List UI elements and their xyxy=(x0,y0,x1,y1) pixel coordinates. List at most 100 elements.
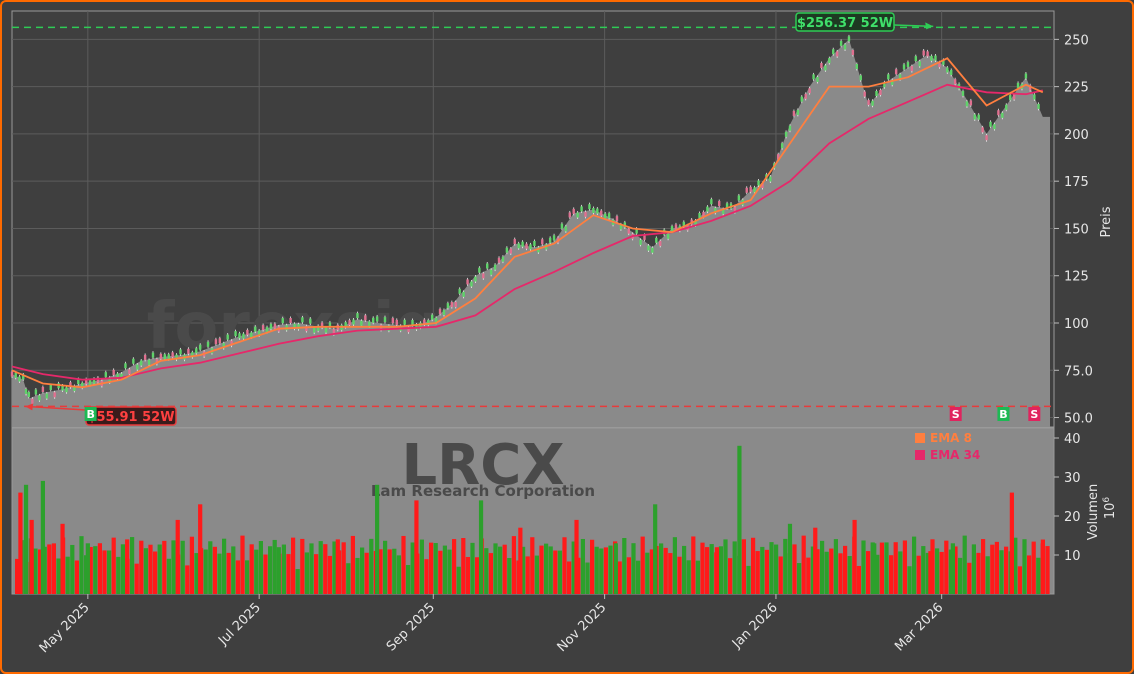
volume-bar xyxy=(677,556,682,594)
candle-body xyxy=(403,319,406,325)
sell-signal-box xyxy=(1028,407,1041,421)
price-tick-label: 225 xyxy=(1064,81,1089,96)
candle-body xyxy=(206,341,210,347)
volume-bar xyxy=(79,536,84,594)
volume-bar xyxy=(939,551,944,594)
volume-bar xyxy=(714,547,720,594)
volume-bar xyxy=(461,538,466,594)
volume-bar xyxy=(769,542,774,594)
candle-body xyxy=(41,386,45,392)
sell-signal-box xyxy=(949,407,962,421)
buy-signal-box xyxy=(997,407,1010,421)
candle-body xyxy=(517,243,520,249)
candle-body xyxy=(694,220,697,226)
volume-bar xyxy=(585,562,590,594)
volume-bar xyxy=(653,504,658,594)
candle-body xyxy=(230,340,233,346)
candle-body xyxy=(509,248,513,254)
candle-body xyxy=(914,56,918,62)
volume-bar xyxy=(622,538,627,594)
candle-body xyxy=(706,206,709,212)
volume-bar xyxy=(525,556,530,594)
candle-body xyxy=(371,317,375,323)
volume-bar xyxy=(935,548,940,594)
volume-bar xyxy=(1045,546,1050,594)
volume-bar xyxy=(40,480,45,594)
volume-bar xyxy=(111,537,116,594)
volume-bar xyxy=(813,527,818,594)
volume-bar xyxy=(672,537,677,594)
candle-body xyxy=(88,380,92,386)
candle-body xyxy=(34,389,38,395)
candle-body xyxy=(816,76,819,82)
volume-bar xyxy=(521,546,526,594)
candle-body xyxy=(147,359,151,365)
candle-body xyxy=(434,317,438,323)
volume-bar xyxy=(999,550,1004,594)
candle-body xyxy=(1005,104,1008,110)
volume-bar xyxy=(85,543,90,594)
volume-bar xyxy=(217,553,222,594)
volume-bar xyxy=(429,542,434,594)
volume-bar xyxy=(157,544,162,594)
candle-body xyxy=(332,329,336,335)
volume-bar xyxy=(198,504,203,594)
candle-body xyxy=(902,64,906,70)
price-tick-label: 200 xyxy=(1064,128,1089,143)
candle-body xyxy=(497,257,501,263)
candle-body xyxy=(666,233,670,239)
candle-body xyxy=(301,317,304,323)
volume-bar xyxy=(452,539,457,594)
candle-body xyxy=(246,329,249,335)
volume-bar xyxy=(360,547,365,594)
candle-body xyxy=(458,288,461,294)
candle-body xyxy=(533,240,536,246)
volume-bar xyxy=(928,551,933,594)
candle-body xyxy=(859,75,862,81)
candle-body xyxy=(560,223,564,229)
volume-bar xyxy=(571,541,576,594)
candle-body xyxy=(997,110,1000,116)
candle-body xyxy=(910,66,914,72)
candle-body xyxy=(187,348,190,354)
volume-bar xyxy=(1004,546,1009,594)
candle-body xyxy=(820,63,823,69)
volume-bar xyxy=(580,538,585,594)
volume-bar xyxy=(1036,557,1041,594)
volume-bar xyxy=(309,543,314,594)
volume-bar xyxy=(346,563,351,594)
volume-bar xyxy=(70,544,75,594)
candle-body xyxy=(65,387,68,393)
volume-bar xyxy=(741,539,746,594)
candle-body xyxy=(324,327,328,333)
volume-bar xyxy=(603,547,608,594)
volume-bar xyxy=(15,558,20,594)
candle-body xyxy=(171,352,174,358)
volume-bar xyxy=(240,535,245,594)
volume-bar xyxy=(102,550,107,594)
price-tick-label: 250 xyxy=(1064,33,1089,48)
volume-bar xyxy=(475,557,480,594)
volume-bar xyxy=(723,539,728,594)
volume-bar xyxy=(93,546,98,594)
candle-body xyxy=(450,302,454,308)
candle-body xyxy=(313,327,316,333)
volume-bar xyxy=(1022,539,1027,594)
candle-body xyxy=(486,263,489,269)
candle-body xyxy=(710,199,713,205)
candle-body xyxy=(800,96,803,102)
candle-body xyxy=(136,364,139,370)
volume-bar xyxy=(442,545,447,594)
candle-body xyxy=(305,326,308,332)
candle-body xyxy=(139,360,143,366)
candle-body xyxy=(659,240,662,246)
volume-bar xyxy=(203,549,208,594)
volume-bar xyxy=(640,536,645,594)
volume-bar xyxy=(369,538,374,594)
volume-bar xyxy=(530,537,535,594)
volume-bar xyxy=(958,557,963,594)
volume-bar xyxy=(950,543,955,594)
volume-bar xyxy=(659,543,664,594)
candle-body xyxy=(352,319,355,325)
